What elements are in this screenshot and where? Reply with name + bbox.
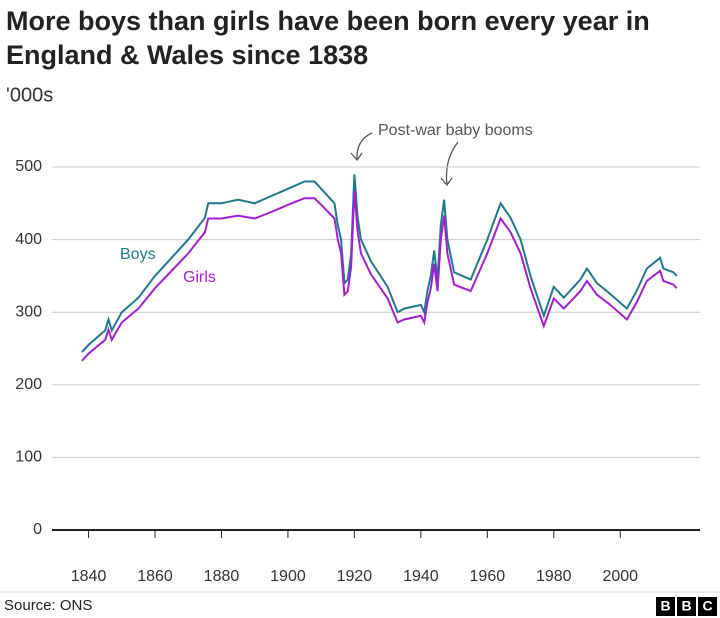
x-tick-label: 1880 — [204, 568, 240, 585]
x-tick-label: 1840 — [71, 568, 107, 585]
series-label: Boys — [120, 246, 156, 263]
series-line — [81, 190, 678, 362]
x-tick-label: 1960 — [470, 568, 506, 585]
x-tick-label: 1900 — [270, 568, 306, 585]
y-tick-label: 200 — [15, 376, 42, 393]
logo-box — [677, 597, 696, 616]
logo-box — [698, 597, 717, 616]
y-tick-label: 300 — [15, 303, 42, 320]
y-tick-label: 400 — [15, 231, 42, 248]
logo-letter: B — [681, 598, 691, 614]
series-line — [81, 174, 678, 353]
chart-title: More boys than girls have been born ever… — [6, 6, 650, 70]
x-tick-label: 2000 — [602, 568, 638, 585]
annotation-arrow — [440, 141, 459, 187]
logo-letter: C — [702, 598, 712, 614]
series-label: Girls — [183, 269, 216, 286]
y-unit: '000s — [6, 84, 53, 106]
y-tick-label: 100 — [15, 449, 42, 466]
annotation-arrow — [350, 132, 373, 162]
annotation: Post-war baby booms — [378, 122, 533, 139]
y-tick-label: 0 — [33, 521, 42, 538]
x-tick-label: 1940 — [403, 568, 439, 585]
logo-letter: B — [660, 598, 670, 614]
x-tick-label: 1980 — [536, 568, 572, 585]
source: Source: ONS — [4, 597, 92, 614]
y-tick-label: 500 — [15, 158, 42, 175]
x-tick-label: 1860 — [137, 568, 173, 585]
x-tick-label: 1920 — [337, 568, 373, 585]
logo-box — [656, 597, 675, 616]
